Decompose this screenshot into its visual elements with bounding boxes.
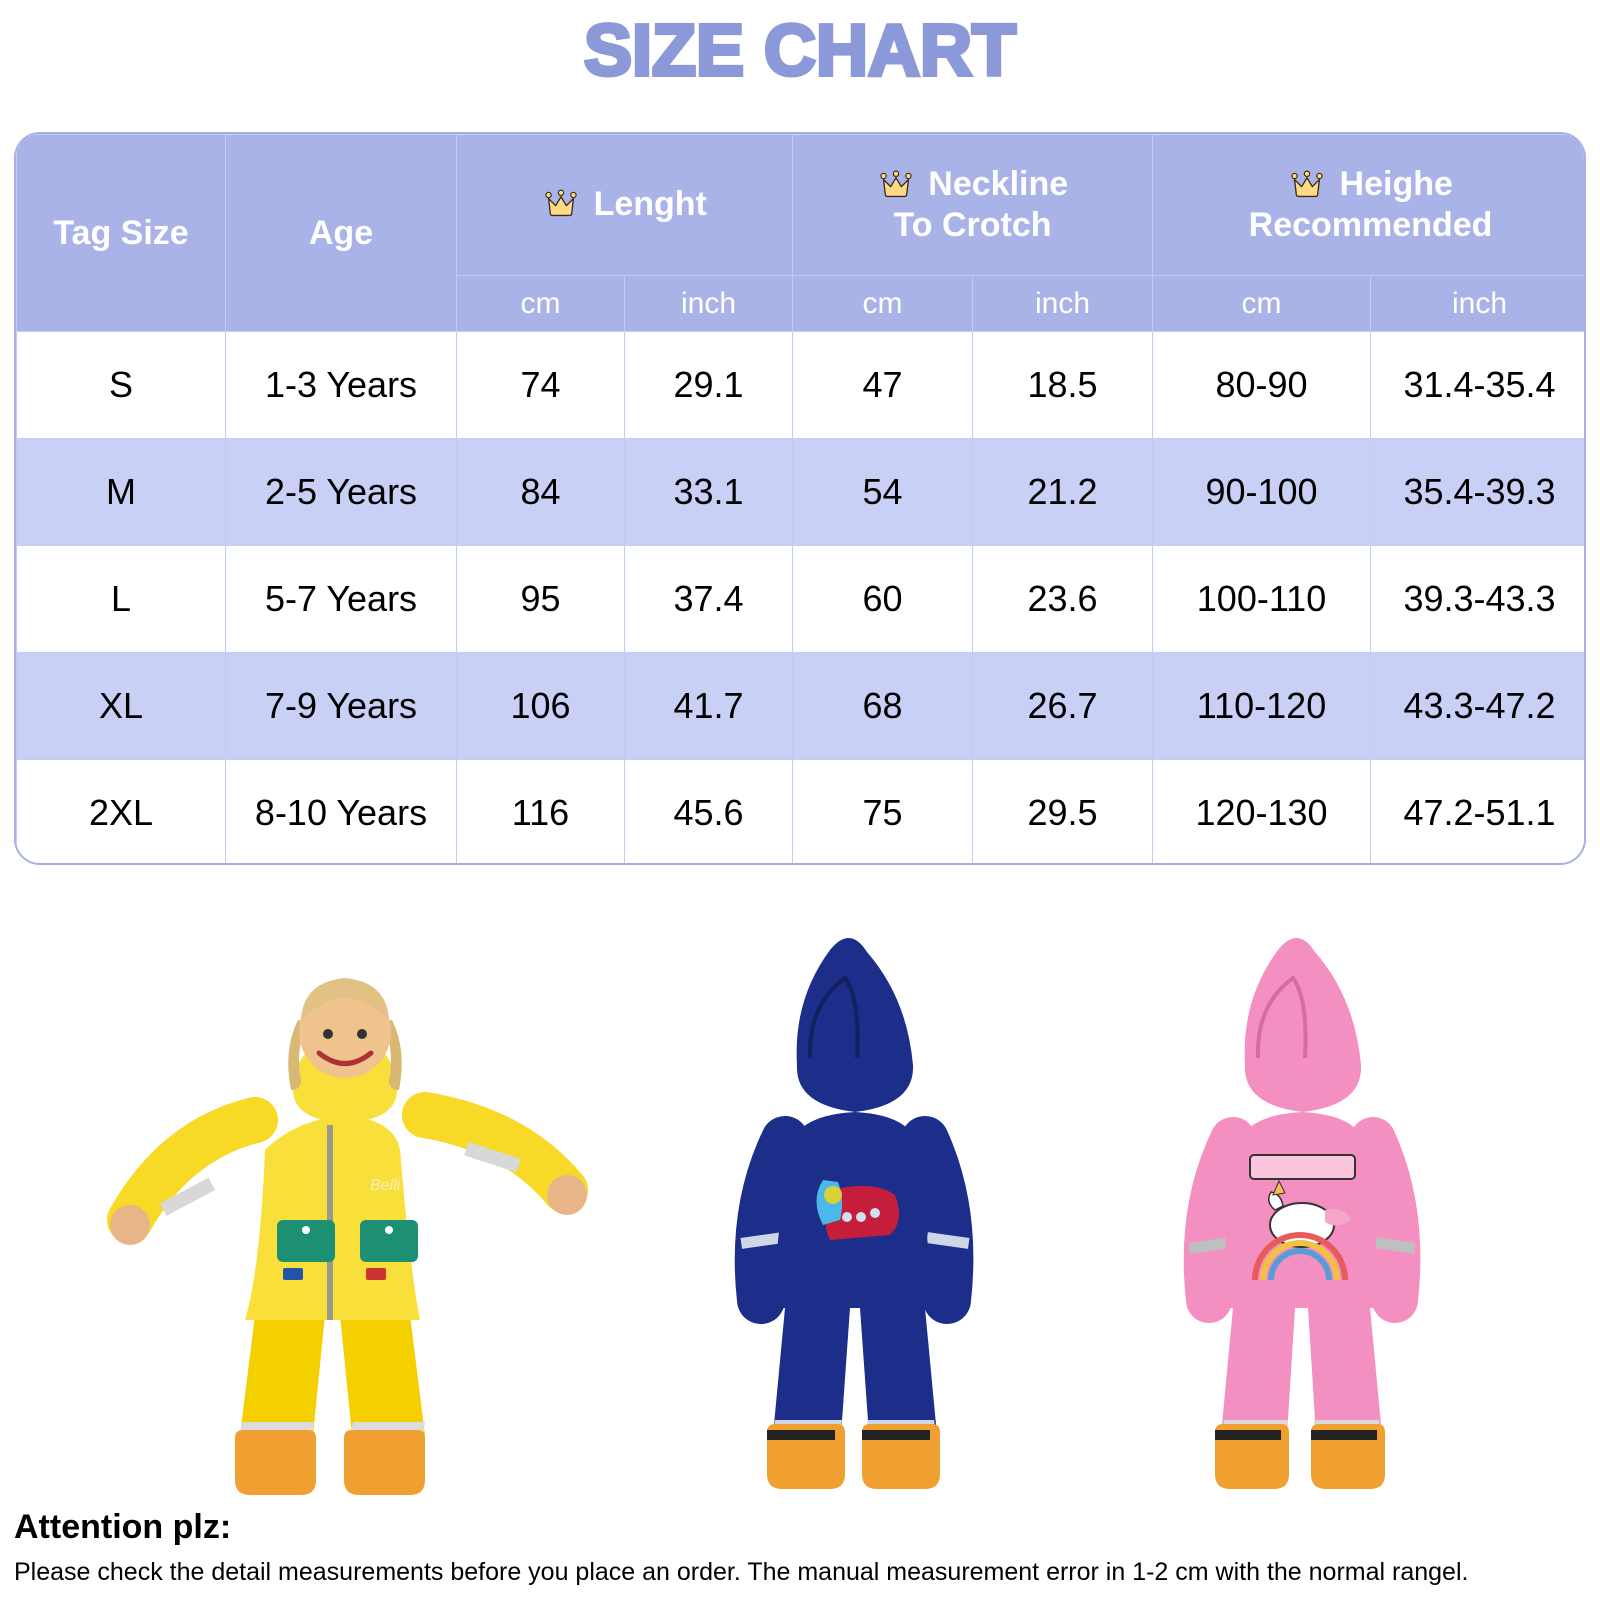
svg-text:Belli: Belli	[370, 1177, 401, 1194]
